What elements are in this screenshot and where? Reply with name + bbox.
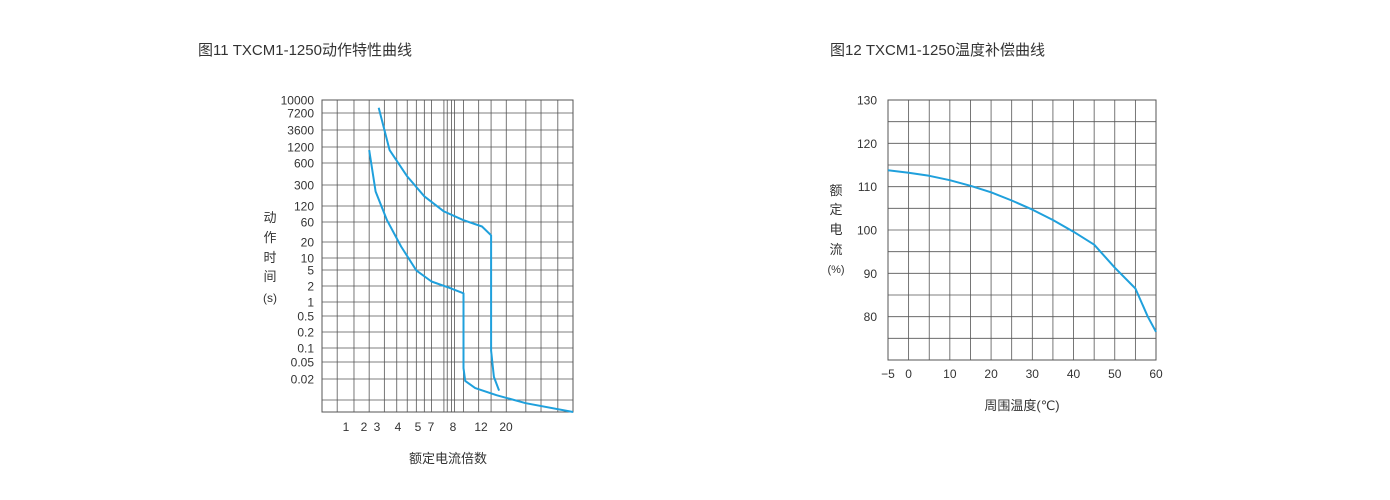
x-tick-label: 2 [361, 420, 368, 434]
y-tick-label: 0.1 [297, 342, 314, 356]
x-tick-label: 5 [415, 420, 422, 434]
curve-series-1 [887, 169, 1157, 333]
x-tick-label: −5 [881, 367, 895, 381]
y-tick-label: 20 [301, 236, 315, 250]
y-axis-label: 间 [263, 269, 276, 284]
x-axis-label: 周围温度(℃) [984, 398, 1059, 413]
x-tick-label: 60 [1149, 367, 1163, 381]
x-tick-label: 8 [450, 420, 457, 434]
x-tick-label: 7 [428, 420, 435, 434]
x-tick-label: 20 [499, 420, 513, 434]
y-tick-label: 1 [307, 296, 314, 310]
y-axis-label: 动 [263, 210, 276, 225]
y-tick-label: 110 [858, 180, 877, 194]
x-tick-label: 30 [1026, 367, 1040, 381]
y-tick-label: 80 [864, 310, 878, 324]
x-tick-label: 3 [374, 420, 381, 434]
x-axis-label: 额定电流倍数 [409, 451, 487, 466]
curve-series-1 [368, 149, 574, 413]
x-tick-label: 50 [1108, 367, 1122, 381]
y-tick-label: 1200 [287, 141, 314, 155]
x-tick-label: 1 [343, 420, 350, 434]
y-tick-label: 300 [294, 179, 314, 193]
x-tick-label: 10 [943, 367, 957, 381]
y-tick-label: 100 [857, 224, 877, 238]
x-tick-label: 12 [474, 420, 488, 434]
y-axis-label: 时 [263, 250, 276, 265]
x-tick-label: 20 [984, 367, 998, 381]
x-tick-label: 0 [905, 367, 912, 381]
y-tick-label: 120 [294, 200, 314, 214]
y-axis-label: (%) [827, 264, 844, 276]
y-tick-label: 2 [307, 280, 314, 294]
y-tick-label: 0.5 [297, 310, 314, 324]
y-tick-label: 10000 [281, 94, 315, 108]
y-axis-label: 电 [829, 222, 842, 237]
y-tick-label: 3600 [287, 124, 314, 138]
y-tick-label: 130 [857, 94, 877, 108]
y-tick-label: 60 [301, 216, 315, 230]
y-tick-label: 120 [857, 137, 877, 151]
y-tick-label: 0.2 [297, 326, 314, 340]
y-tick-label: 0.02 [291, 373, 315, 387]
y-tick-label: 90 [864, 267, 878, 281]
chart-title-right: 图12 TXCM1-1250温度补偿曲线 [830, 42, 1046, 59]
y-axis-label: (s) [263, 291, 277, 305]
y-axis-label: 流 [829, 242, 842, 257]
y-tick-label: 10 [301, 252, 315, 266]
y-axis-label: 定 [829, 202, 842, 217]
y-tick-label: 0.05 [291, 356, 315, 370]
y-tick-label: 600 [294, 157, 314, 171]
curve-series-2 [377, 107, 501, 391]
y-axis-label: 作 [263, 230, 276, 245]
x-tick-label: 40 [1067, 367, 1081, 381]
y-axis-label: 额 [829, 183, 842, 198]
x-tick-label: 4 [395, 420, 402, 434]
y-tick-label: 5 [307, 264, 314, 278]
chart-title-left: 图11 TXCM1-1250动作特性曲线 [198, 42, 412, 59]
y-tick-label: 7200 [287, 107, 314, 121]
